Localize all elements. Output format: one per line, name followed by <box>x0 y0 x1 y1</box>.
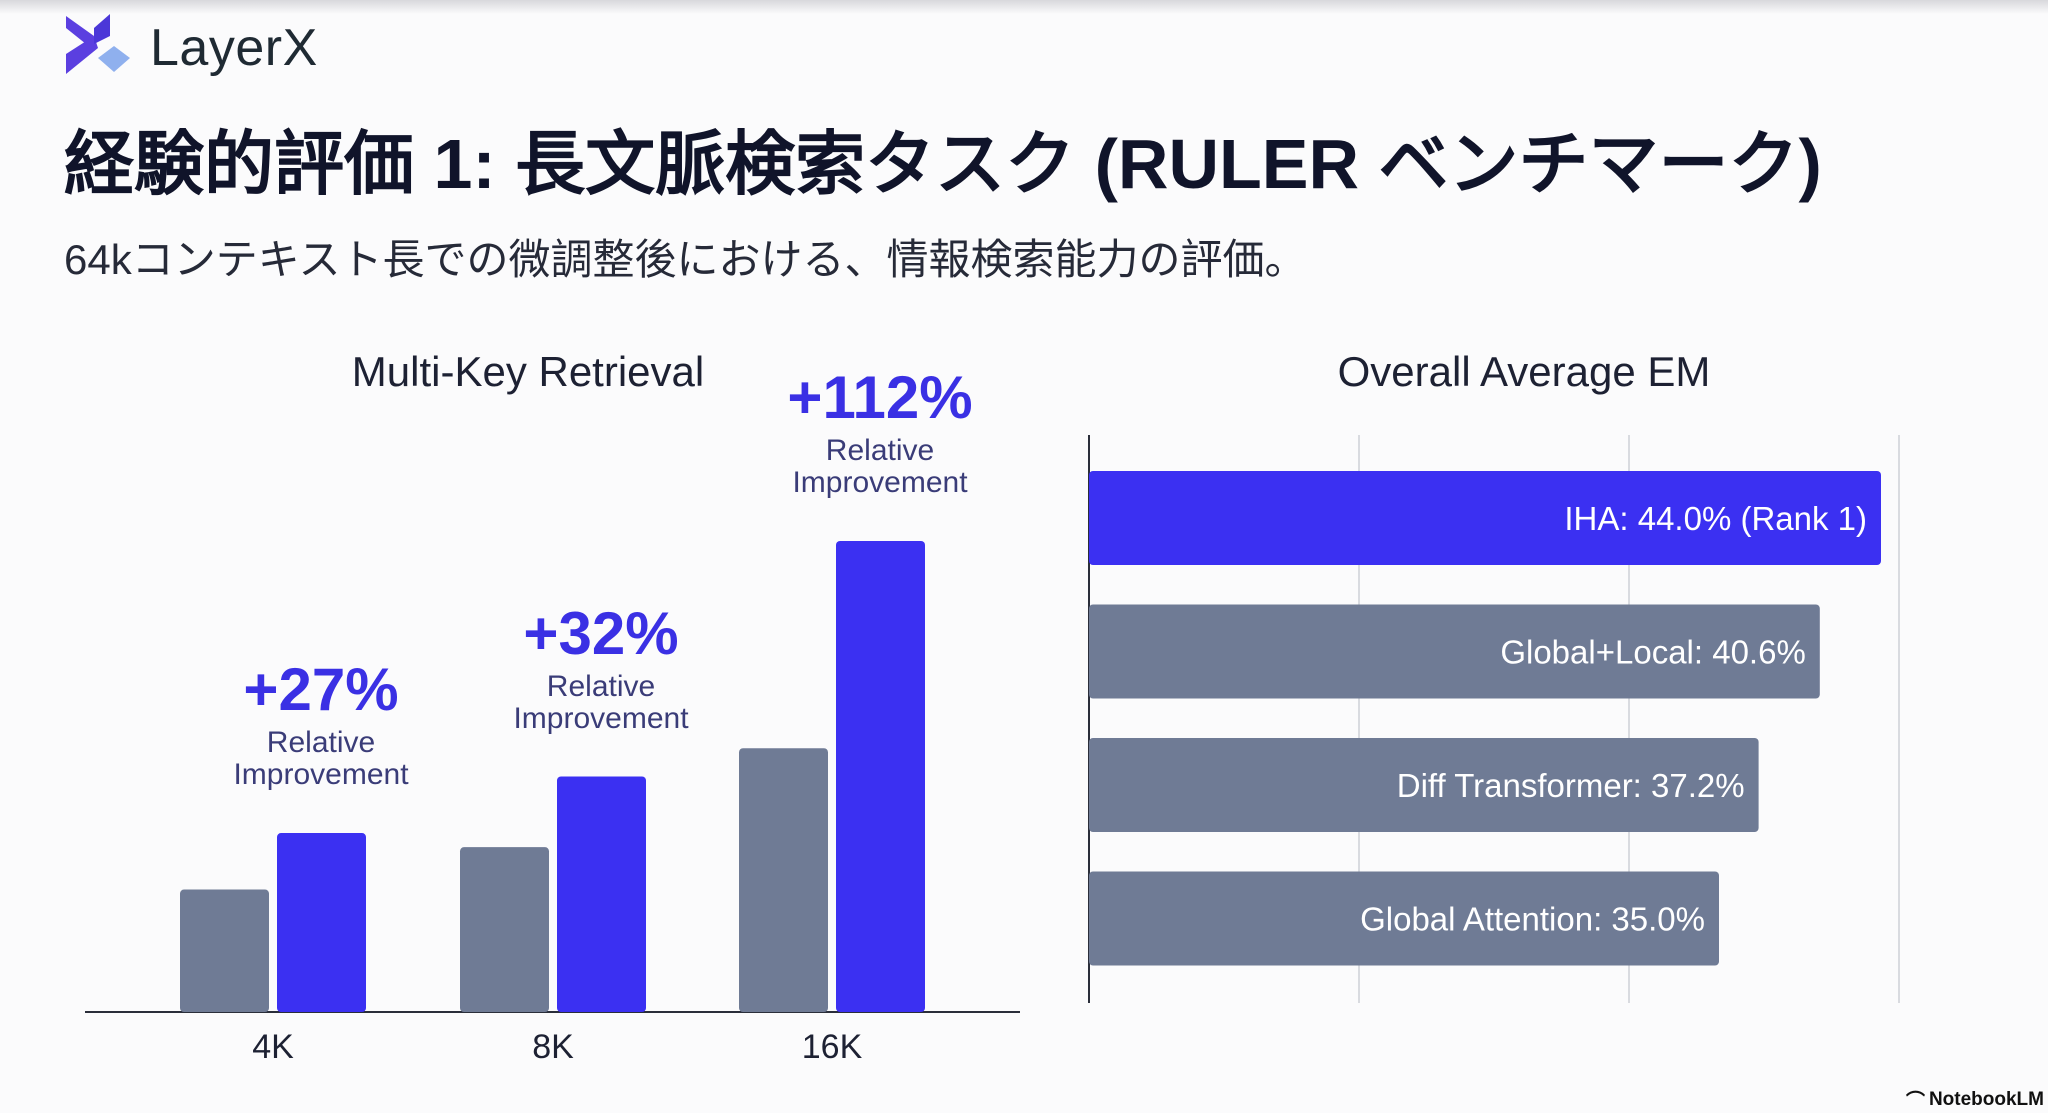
page-title: 経験的評価 1: 長文脈検索タスク (RULER ベンチマーク) <box>64 125 1822 203</box>
notebooklm-watermark: ⌒ NotebookLM <box>1906 1086 2044 1113</box>
improvement-caption: Improvement <box>792 466 968 499</box>
page-subtitle: 64kコンテキスト長での微調整後における、情報検索能力の評価。 <box>64 236 1307 283</box>
bar-iha-4k <box>277 833 366 1012</box>
notebooklm-label: NotebookLM <box>1928 1088 2044 1110</box>
bar-diff-transformer <box>1089 738 1759 832</box>
notebooklm-icon: ⌒ <box>1905 1091 1925 1112</box>
improvement-percent: +27% <box>243 656 399 724</box>
layerx-logo-icon <box>66 14 130 74</box>
bar-baseline-16k <box>739 748 828 1012</box>
bar-iha-8k <box>557 776 646 1012</box>
improvement-caption: Improvement <box>233 758 409 792</box>
improvement-caption: Relative <box>266 726 376 760</box>
right-chart-title: Overall Average EM <box>1337 348 1711 395</box>
bar-global-local <box>1089 604 1820 699</box>
bar-baseline-4k <box>180 889 269 1012</box>
improvement-caption: Relative <box>825 434 935 467</box>
bar-global-attention <box>1089 871 1719 966</box>
improvement-caption: Improvement <box>513 701 689 735</box>
x-tick-label: 16K <box>802 1028 863 1066</box>
bar-iha-16k <box>836 541 925 1012</box>
bar-value-label: Global+Local: 40.6% <box>1500 634 1805 671</box>
bar-value-label: Global Attention: 35.0% <box>1360 901 1705 938</box>
x-tick-label: 4K <box>252 1028 294 1066</box>
top-shade <box>0 0 2048 14</box>
left-chart-title: Multi-Key Retrieval <box>351 348 705 395</box>
bar-baseline-8k <box>460 847 549 1012</box>
x-tick-label: 8K <box>532 1028 574 1066</box>
improvement-percent: +112% <box>787 364 973 431</box>
improvement-caption: Relative <box>546 669 656 703</box>
bar-value-label: IHA: 44.0% (Rank 1) <box>1564 500 1867 537</box>
brand-name: LayerX <box>150 19 318 77</box>
improvement-percent: +32% <box>523 599 679 667</box>
bar-iha <box>1089 471 1881 565</box>
bar-value-label: Diff Transformer: 37.2% <box>1397 767 1745 804</box>
